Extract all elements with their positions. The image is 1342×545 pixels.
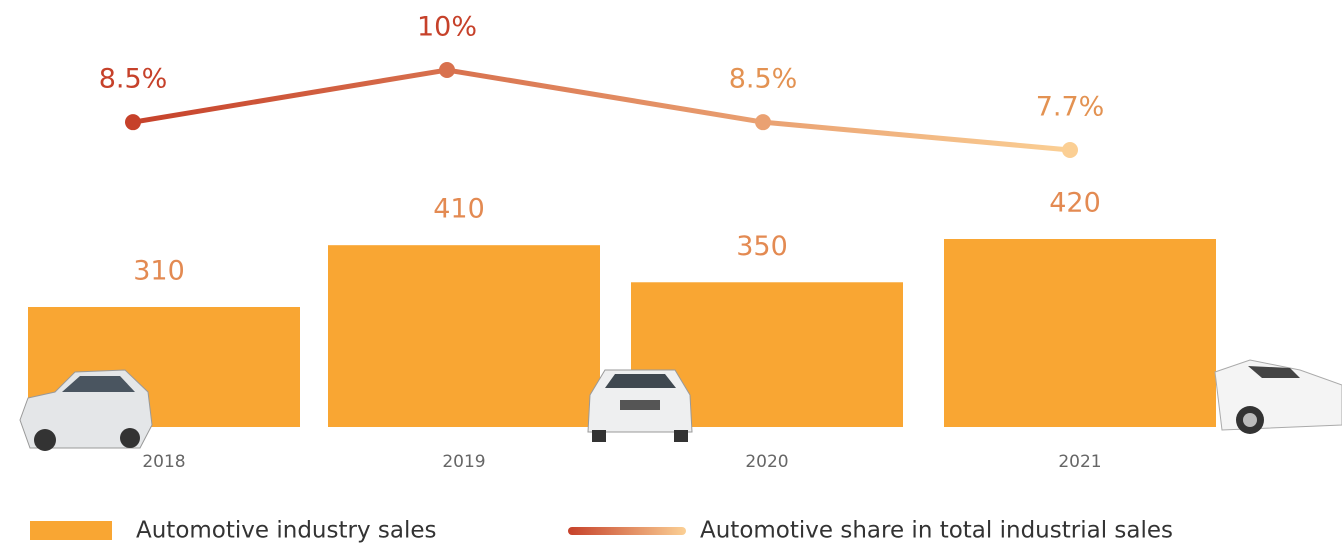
car-icon <box>588 370 692 442</box>
car-icon <box>1215 360 1342 434</box>
legend-swatch-bar <box>30 521 112 540</box>
line-point <box>755 114 771 130</box>
x-tick-label: 2019 <box>442 452 485 472</box>
line-value-label: 10% <box>417 12 477 43</box>
legend: Automotive industry sales Automotive sha… <box>30 518 1173 544</box>
line-point <box>125 114 141 130</box>
bar-value-label: 420 <box>1049 188 1101 219</box>
bar-value-label: 310 <box>133 256 185 287</box>
legend-label: Automotive industry sales <box>136 518 436 544</box>
line-point <box>439 62 455 78</box>
bar <box>328 245 600 427</box>
line-value-label: 8.5% <box>729 64 798 95</box>
page: {"chart_data": {"type": "combo", "catego… <box>0 0 1342 545</box>
legend-swatch-line <box>568 527 686 535</box>
x-tick-label: 2020 <box>745 452 788 472</box>
line-point <box>1062 142 1078 158</box>
line <box>133 70 1070 150</box>
line-value-label: 8.5% <box>99 64 168 95</box>
chart: 2018 2019 2020 2021 310 410 350 420 8.5% 10% 8.5% 7… <box>0 0 1342 545</box>
bar <box>944 239 1216 427</box>
bar-value-label: 410 <box>433 194 485 225</box>
x-tick-label: 2018 <box>142 452 185 472</box>
bar-value-label: 350 <box>736 231 788 262</box>
legend-label: Automotive share in total industrial sal… <box>700 518 1173 544</box>
line-value-label: 7.7% <box>1036 92 1105 123</box>
x-tick-label: 2021 <box>1058 452 1101 472</box>
